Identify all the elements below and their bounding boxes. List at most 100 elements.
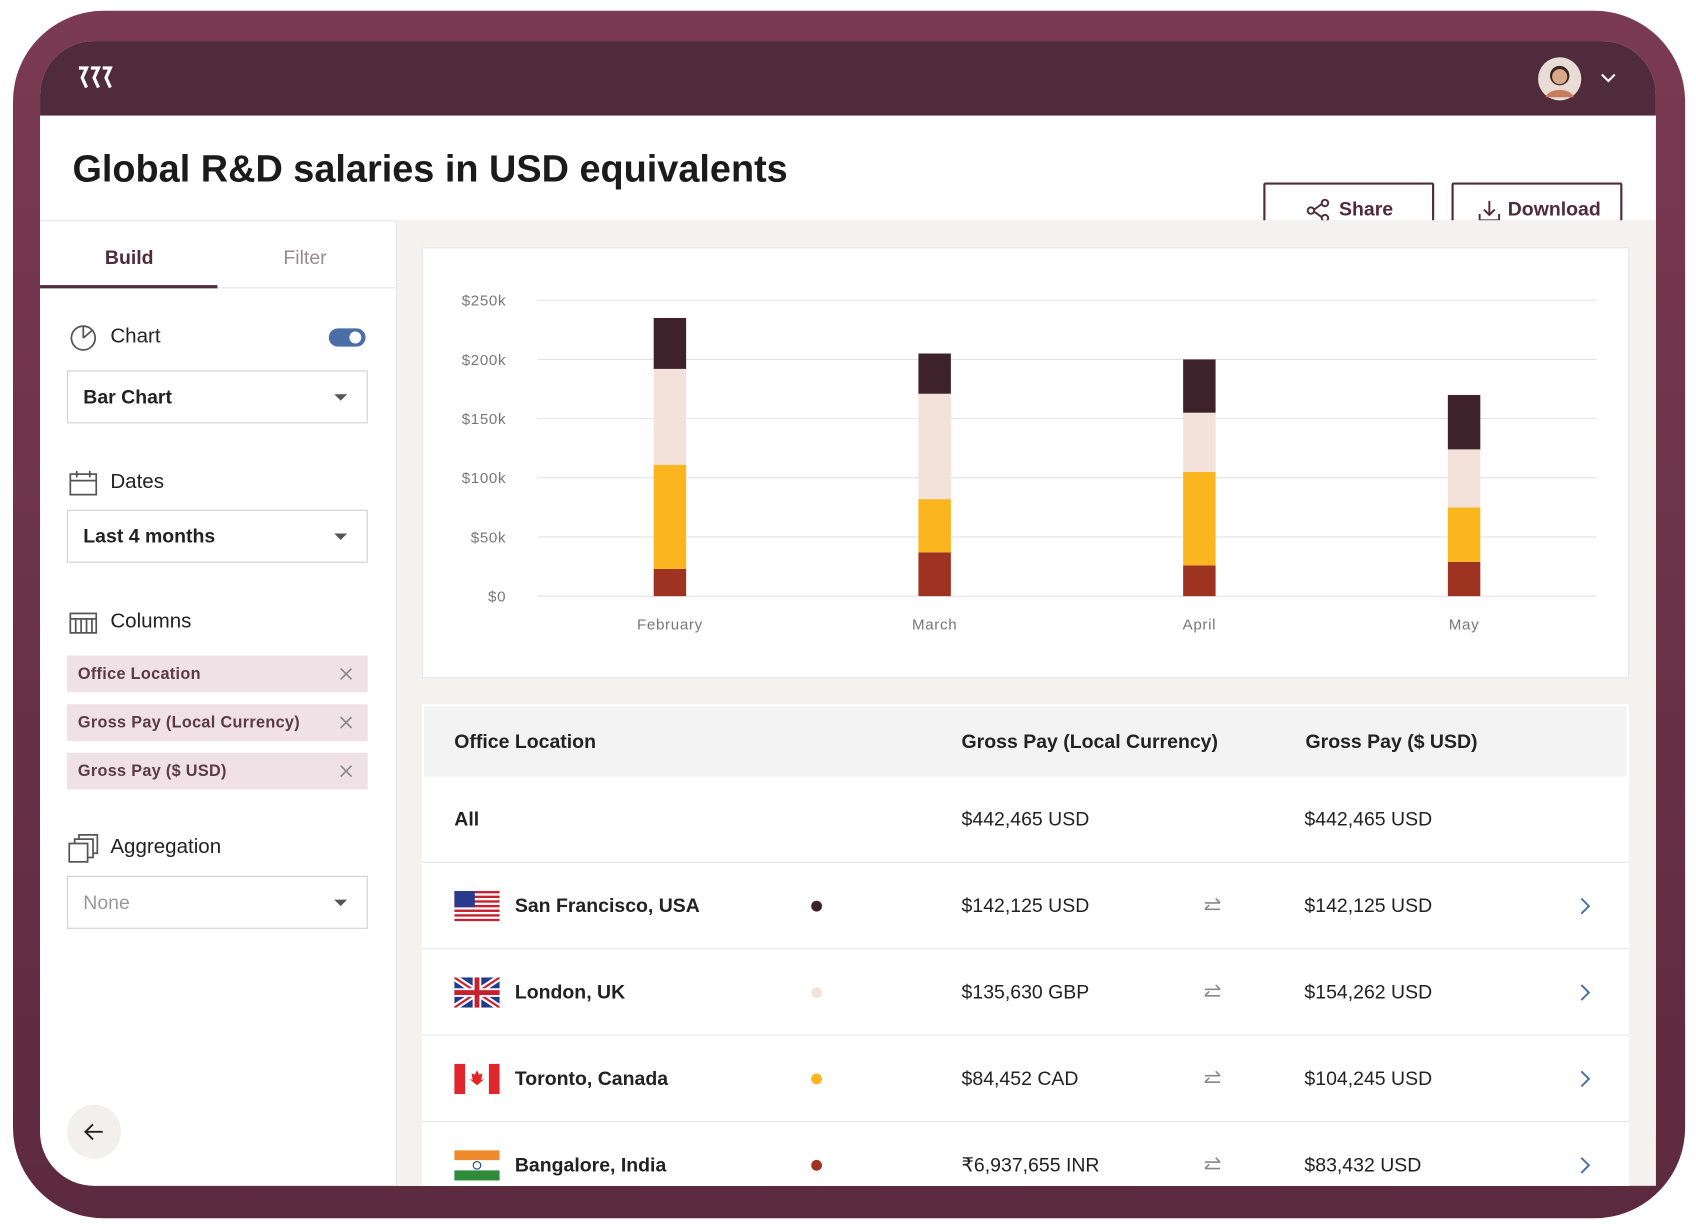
- avatar[interactable]: [1537, 56, 1582, 101]
- chart-label: Chart: [110, 325, 161, 348]
- usd-pay: $104,245 USD: [1304, 1067, 1433, 1089]
- bar-segment: [653, 464, 687, 569]
- bar-segment: [1447, 507, 1481, 562]
- chip-remove[interactable]: [340, 667, 353, 680]
- dates-dropdown[interactable]: Last 4 months: [67, 509, 368, 563]
- x-tick-label: March: [912, 617, 957, 634]
- bar-segment: [918, 552, 951, 597]
- back-button[interactable]: [67, 1104, 122, 1159]
- location: Bangalore, India: [514, 1153, 667, 1176]
- convert-icon: [1203, 983, 1222, 1002]
- convert-icon: [1203, 1156, 1222, 1175]
- chip-label: Gross Pay (Local Currency): [77, 713, 301, 732]
- chart-dropdown[interactable]: Bar Chart: [67, 370, 368, 424]
- flag: [454, 891, 500, 922]
- table-row: San Francisco, USA $142,125 USD $142,125 U…: [421, 862, 1629, 950]
- usd-pay: $83,432 USD: [1304, 1153, 1422, 1176]
- convert-arrows: [1205, 1158, 1220, 1173]
- convert-arrows: [1205, 985, 1220, 1000]
- x-tick-label: April: [1183, 617, 1217, 634]
- caret: [334, 533, 348, 540]
- convert-icon: [1203, 1069, 1222, 1088]
- caret: [334, 394, 348, 401]
- dates-icon: [69, 470, 98, 496]
- row-chevron[interactable]: [1579, 983, 1592, 1002]
- chart-card: [421, 247, 1629, 679]
- chip-label: Office Location: [77, 664, 201, 684]
- usd-pay: $442,465 USD: [1304, 807, 1433, 830]
- y-tick-label: $50k: [471, 529, 506, 546]
- table-header: Office Location Gross Pay (Local Currenc…: [423, 706, 1627, 778]
- bar-segment: [918, 393, 951, 500]
- flag: [454, 1063, 500, 1095]
- chart-toggle[interactable]: [328, 328, 366, 347]
- bar-segment: [653, 568, 687, 597]
- columns-icon: [69, 612, 98, 634]
- tab-divider: [40, 287, 396, 289]
- share-label: Share: [1339, 197, 1394, 220]
- chevron: [1580, 1070, 1591, 1088]
- row-chevron[interactable]: [1579, 896, 1592, 915]
- location: London, UK: [514, 980, 626, 1003]
- flag-art: [454, 1063, 500, 1095]
- convert-arrows: [1205, 1071, 1220, 1086]
- tab-filter[interactable]: Filter: [283, 246, 327, 269]
- total-row: All $442,465 USD $442,465 USD: [421, 776, 1629, 863]
- aggregation-dropdown[interactable]: None: [67, 875, 368, 929]
- bar-segment: [1447, 394, 1481, 450]
- chart: $0 $50k $100k $150k $200k $250k February March A…: [462, 293, 1597, 634]
- bar-segment: [1183, 565, 1216, 597]
- chip-remove[interactable]: [340, 716, 353, 729]
- flag-art: [454, 891, 500, 922]
- bar-segment: [918, 499, 951, 553]
- row-chevron[interactable]: [1579, 1156, 1592, 1175]
- local-pay: $135,630 GBP: [961, 980, 1090, 1003]
- bar-segment: [1183, 359, 1216, 413]
- legend-dot: [811, 1073, 823, 1085]
- page-title: Global R&D salaries in USD equivalents: [72, 147, 788, 191]
- remove-icon: [340, 667, 353, 680]
- bar-segment: [918, 353, 951, 394]
- top-bar: [40, 41, 1656, 116]
- header-cell: Gross Pay ($ USD): [1305, 730, 1478, 753]
- chevron: [1580, 897, 1591, 915]
- back-icon: [84, 1123, 103, 1141]
- legend-dot: [811, 1159, 823, 1171]
- dates-label: Dates: [110, 470, 165, 494]
- flag-art: [454, 1150, 500, 1181]
- chevron: [1580, 984, 1591, 1001]
- chart-value: Bar Chart: [83, 385, 173, 408]
- chip-remove[interactable]: [340, 765, 353, 778]
- remove-icon: [340, 765, 353, 778]
- local-pay: $84,452 CAD: [961, 1067, 1079, 1089]
- chart-icon: [70, 325, 97, 351]
- table: Office Location Gross Pay (Local Currenc…: [421, 704, 1629, 1186]
- x-tick-label: February: [637, 617, 703, 634]
- flag: [454, 1150, 500, 1181]
- caret: [334, 899, 348, 907]
- menu-caret[interactable]: [1600, 71, 1617, 84]
- header-cell: Gross Pay (Local Currency): [961, 730, 1218, 753]
- row-chevron[interactable]: [1579, 1069, 1592, 1088]
- table-row: Bangalore, India ₹6,937,655 INR $83,432 US…: [421, 1122, 1629, 1186]
- legend-dot: [811, 987, 823, 998]
- y-tick-label: $100k: [462, 470, 506, 487]
- tab-build[interactable]: Build: [104, 246, 154, 269]
- location: All: [454, 807, 480, 830]
- x-tick-label: May: [1449, 617, 1480, 634]
- column-chip: Gross Pay (Local Currency): [67, 704, 368, 741]
- tab-indicator: [40, 285, 218, 289]
- header-cell: Office Location: [454, 730, 596, 753]
- bar-segment: [1183, 412, 1216, 472]
- chip-label: Gross Pay ($ USD): [77, 761, 227, 781]
- aggregation-value: None: [83, 891, 130, 913]
- column-chip: Office Location: [67, 655, 368, 693]
- download-label: Download: [1507, 197, 1601, 220]
- bar-segment: [653, 368, 687, 465]
- logo: [78, 66, 113, 89]
- aggregation-label: Aggregation: [110, 835, 222, 859]
- bar-segment: [1183, 471, 1216, 566]
- sidebar-border: [395, 220, 397, 1186]
- usd-pay: $154,262 USD: [1304, 980, 1433, 1003]
